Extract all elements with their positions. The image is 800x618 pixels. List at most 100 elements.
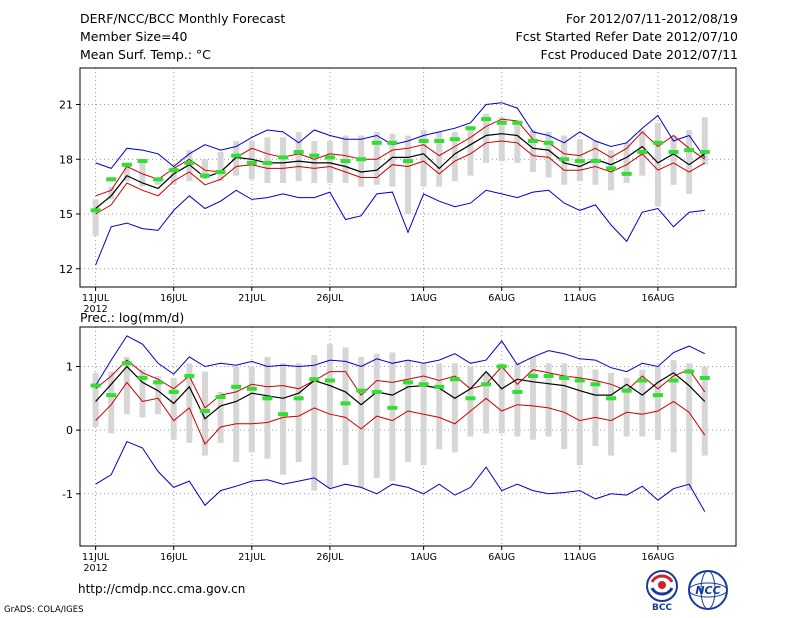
spread-box (498, 117, 505, 162)
observed-marker (246, 160, 257, 165)
x-tick-label: 11JUL (82, 293, 110, 304)
spread-box (311, 141, 318, 183)
observed-marker (606, 166, 617, 171)
spread-box (170, 377, 177, 440)
observed-marker (340, 401, 351, 406)
spread-box (186, 150, 193, 182)
observed-marker (387, 140, 398, 145)
observed-marker (309, 153, 320, 158)
spread-box (248, 366, 255, 453)
observed-marker (637, 378, 648, 383)
lower-line-prec (95, 381, 706, 446)
x-tick-label: 6AUG (488, 552, 515, 563)
observed-marker (668, 378, 679, 383)
plot-frame (79, 67, 737, 288)
member-size: Member Size=40 (80, 29, 188, 44)
ncc-logo-text: NCC (695, 584, 720, 597)
spread-box (701, 366, 708, 456)
observed-marker (184, 160, 195, 165)
chart-panel-temp: 12 15 18 21 11JUL 16JUL 21JUL 26JUL 1AUG 6AUG 11AU… (59, 67, 737, 315)
x-tick-label: 26JUL (316, 293, 344, 304)
x-tick-label: 1AUG (410, 293, 437, 304)
observed-marker (606, 396, 617, 401)
observed-marker (434, 384, 445, 389)
x-tick-label: 16AUG (641, 293, 674, 304)
observed-marker (574, 378, 585, 383)
observed-marker (434, 139, 445, 143)
observed-marker (153, 177, 164, 182)
observed-marker (496, 364, 507, 369)
observed-marker (699, 149, 710, 154)
observed-marker (481, 382, 492, 387)
spread-box (311, 355, 318, 491)
x-tick-label: 11JUL (82, 552, 110, 563)
spread-box (186, 363, 193, 443)
observed-marker (574, 159, 585, 164)
spread-box (545, 131, 552, 178)
observed-marker (465, 396, 476, 401)
spread-box (405, 135, 411, 214)
spread-box (342, 347, 349, 466)
x-year-label: 2012 (84, 563, 108, 574)
grads-credit: GrADS: COLA/IGES (4, 605, 84, 615)
chart-panel-prec: -1 0 1 11JUL 16JUL 21JUL 26JUL 1AUG 6AUG 11AUG 16A… (62, 310, 737, 574)
observed-marker (403, 380, 413, 385)
observed-marker (543, 374, 554, 379)
observed-marker (527, 374, 538, 379)
spread-box (217, 151, 224, 182)
spread-box (498, 363, 505, 434)
y-tick-label: 12 (59, 263, 73, 276)
source-url[interactable]: http://cmdp.ncc.cma.gov.cn (78, 582, 246, 596)
spread-box (155, 376, 162, 415)
spread-box (233, 366, 240, 462)
observed-marker (387, 405, 398, 410)
spread-box (139, 369, 146, 418)
spread-box (670, 360, 677, 453)
observed-marker (652, 140, 663, 145)
observed-marker (168, 168, 179, 173)
spread-box (514, 363, 521, 437)
observed-marker (559, 157, 570, 162)
y-tick-label: 18 (59, 153, 73, 166)
spread-box (358, 356, 365, 488)
x-tick-label: 16AUG (641, 552, 674, 563)
observed-marker (684, 369, 695, 374)
variable-label: Mean Surf. Temp.: °C (80, 47, 211, 62)
spread-box (373, 131, 380, 185)
spread-box (123, 356, 130, 415)
spread-box (686, 130, 693, 194)
spread-box (233, 141, 240, 176)
spread-box (654, 122, 661, 207)
spread-box (217, 391, 224, 443)
spread-box (576, 366, 583, 466)
spread-box (295, 363, 302, 462)
fcst-started-date: Fcst Started Refer Date 2012/07/10 (515, 29, 739, 44)
observed-marker (215, 395, 226, 400)
observed-marker (668, 149, 679, 154)
observed-marker (231, 384, 242, 389)
spread-box (280, 363, 287, 475)
spread-box (592, 369, 599, 447)
max-line-temp (95, 102, 706, 169)
upper-line-temp (95, 118, 706, 197)
observed-marker (496, 120, 507, 125)
panel-title: Prec.: log(mm/d) (80, 310, 184, 325)
observed-marker (559, 375, 570, 380)
x-tick-label: 1AUG (410, 552, 437, 563)
observed-marker (153, 380, 164, 385)
spread-box (326, 141, 333, 183)
fcst-produced-date: Fcst Produced Date 2012/07/11 (540, 47, 738, 62)
mean-line-temp (95, 133, 706, 209)
spread-box (639, 369, 646, 437)
observed-marker (137, 375, 148, 380)
observed-marker (465, 126, 476, 131)
spread-box (92, 372, 99, 427)
spread-box (686, 363, 693, 491)
observed-marker (215, 170, 226, 175)
observed-marker (449, 377, 460, 382)
lower-line-temp (95, 140, 706, 215)
y-tick-label: 0 (66, 424, 73, 437)
spread-box (264, 137, 271, 183)
observed-marker (621, 171, 632, 176)
spread-box (623, 377, 630, 437)
